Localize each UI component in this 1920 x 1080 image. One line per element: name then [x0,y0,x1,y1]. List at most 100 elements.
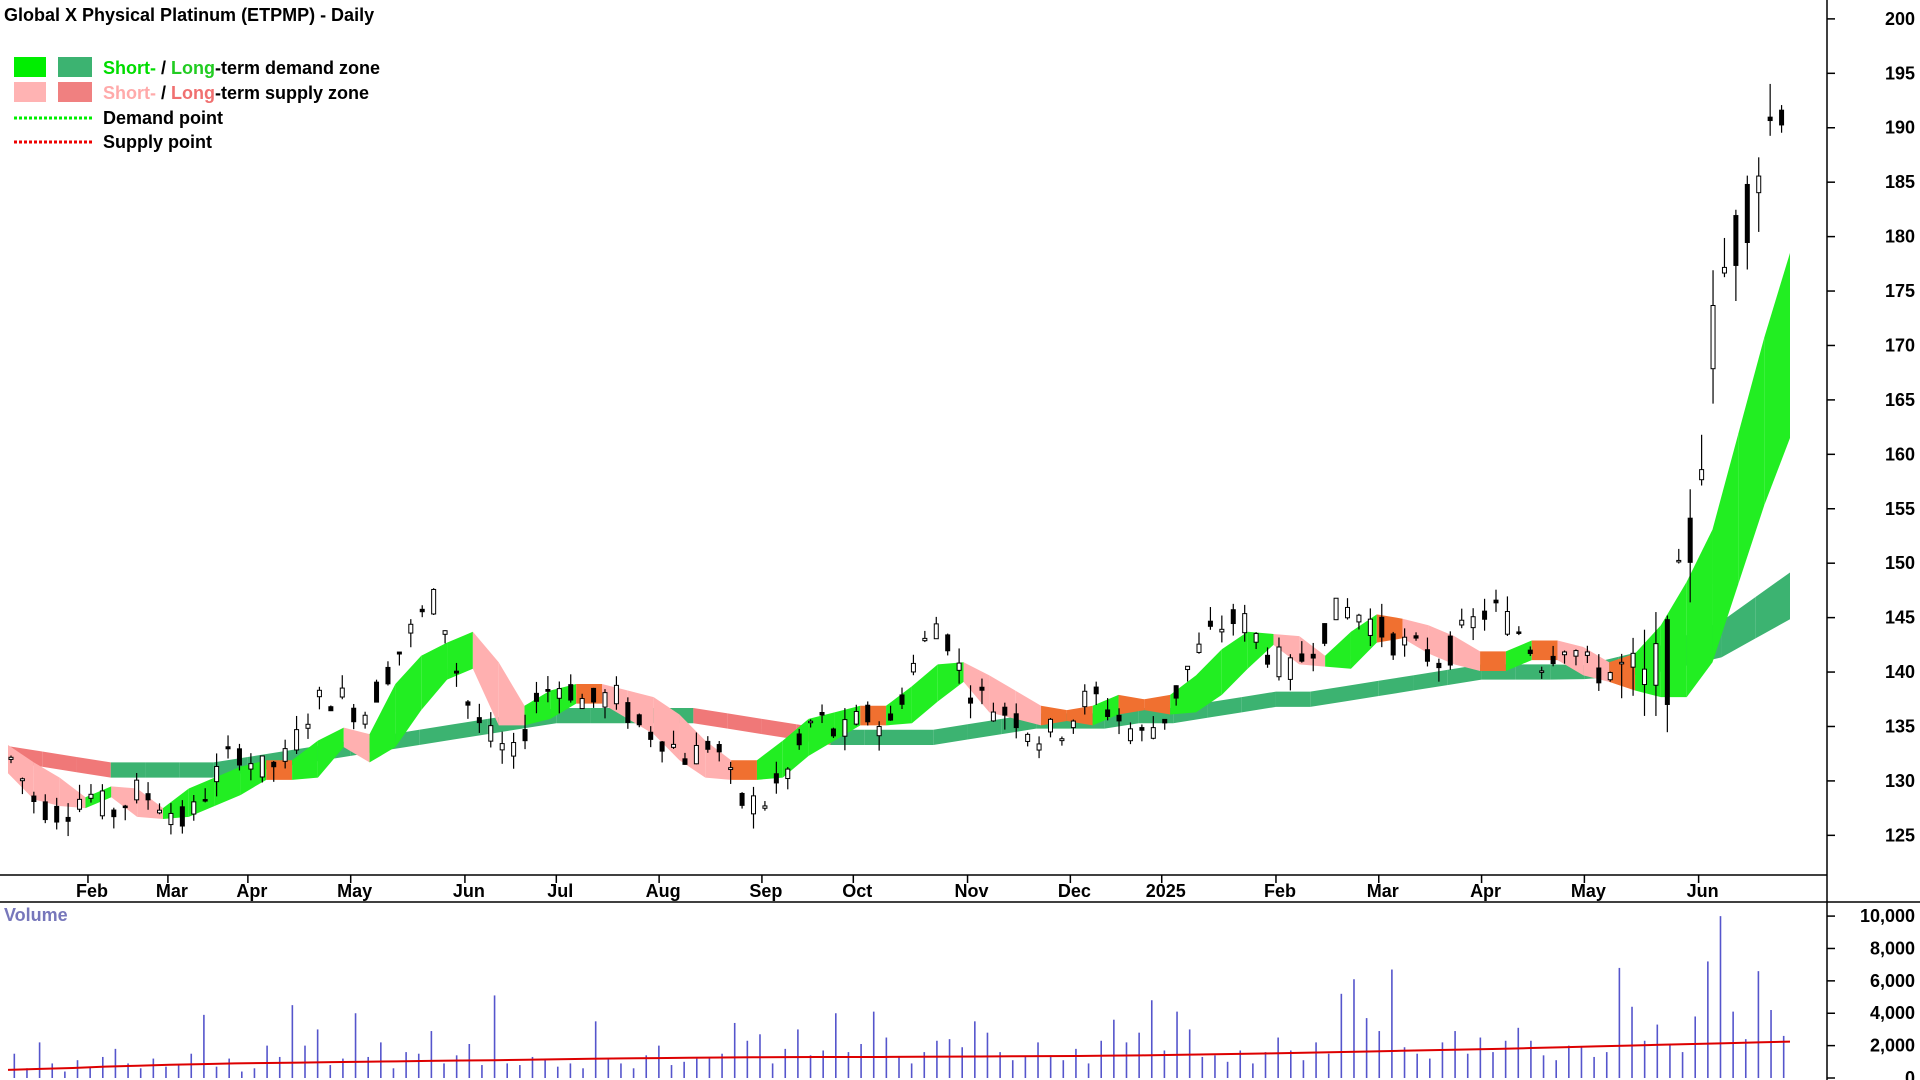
price-tick-label: 130 [1885,771,1915,791]
candle-body [773,773,779,784]
legend-demand-sep: / [156,58,171,78]
candles [8,83,1785,837]
zone-bands [8,252,1790,820]
candle-body [1721,266,1727,274]
long-term-zone-segment [1755,572,1790,639]
candle-body [625,702,631,723]
candle-body [522,729,528,742]
candle-body [1504,611,1510,635]
candle-body [922,637,928,642]
volume-label: Volume [4,905,68,925]
candle-body [1527,649,1533,654]
time-tick-label: Feb [76,881,108,901]
short-term-zone-segment [1764,252,1790,506]
long-term-zone-segment [1378,675,1414,696]
candle-body [1139,727,1145,731]
candle-body [328,706,334,712]
long-term-zone-segment [110,762,146,778]
short-term-zone-segment [1480,651,1506,671]
candle-body [179,806,185,827]
candle-body [876,726,882,737]
candle-body [888,713,894,721]
candle-body [191,801,197,815]
time-tick-label: May [337,881,372,901]
candle-body [762,805,768,809]
long-term-zone-segment [419,724,454,745]
candle-body [1424,649,1430,662]
short-term-zone-segment [162,788,189,820]
candle-body [830,728,836,737]
long-term-zone-segment [1515,664,1551,680]
candle-body [99,790,105,817]
candle-body [316,689,322,698]
volume-bars [7,916,1791,1078]
candle-body [442,630,448,635]
candle-body [157,809,162,814]
candle-body [1287,657,1293,680]
short-term-zone-segment [447,631,473,680]
long-term-zone-segment [899,729,934,745]
legend-short-supply-swatch [14,82,46,102]
short-term-zone-segment [1144,694,1171,715]
candle-body [476,717,482,724]
candle-body [294,729,300,751]
price-tick-label: 170 [1885,335,1915,355]
candle-body [419,608,425,613]
short-term-zone-segment [1428,625,1455,665]
candle-body [968,697,974,704]
candle-body [910,662,916,673]
candle-body [705,740,711,750]
candle-body [682,758,688,765]
short-term-zone-segment [1686,529,1713,698]
long-term-zone-segment [864,729,899,745]
candle-body [1550,655,1556,665]
candle-body [648,731,654,740]
candle-body [1664,619,1670,705]
price-tick-label: 185 [1885,172,1915,192]
short-term-zone-segment [1273,633,1300,665]
volume-tick-label: 6,000 [1870,971,1915,991]
short-term-zone-segment [808,712,835,756]
candle-body [636,714,642,726]
short-term-zone-segment [1712,433,1739,663]
price-tick-label: 135 [1885,716,1915,736]
candle-body [716,744,722,753]
long-term-zone-segment [556,707,591,724]
short-term-zone-segment [292,740,318,780]
candle-body [1059,738,1065,742]
candle-body [1630,652,1636,668]
candle-body [282,748,288,762]
candle-body [1310,653,1316,659]
candle-body [1322,623,1328,644]
price-tick-label: 180 [1885,227,1915,247]
price-tick-label: 160 [1885,444,1915,464]
short-term-zone-segment [214,766,241,806]
legend-supply-zone: Short- / Long-term supply zone [103,83,369,103]
candle-body [1333,597,1339,621]
candle-body [225,746,231,750]
short-term-zone-segment [137,788,163,820]
candle-body [1356,614,1362,623]
candle-body [613,684,619,705]
candle-body [1207,620,1213,627]
time-tick-label: Jun [453,881,485,901]
short-term-zone-segment [1660,581,1687,698]
candle-body [1276,646,1282,678]
price-tick-label: 195 [1885,63,1915,83]
long-term-zone-segment [1241,691,1276,713]
short-term-zone-segment [1531,640,1558,661]
candle-body [579,698,585,710]
candle-body [1539,670,1545,673]
candle-body [134,779,140,801]
long-term-zone-segment [1344,680,1379,702]
short-term-zone-segment [1325,631,1351,669]
legend-supply-long: Long [171,83,215,103]
price-tick-label: 200 [1885,9,1915,29]
candle-body [1733,215,1739,266]
candle-body [1127,728,1133,742]
legend-supply-rest: -term supply zone [215,83,369,103]
candle-body [1436,662,1442,669]
volume-moving-average [7,1040,1791,1071]
short-term-zone-segment [1557,640,1584,676]
